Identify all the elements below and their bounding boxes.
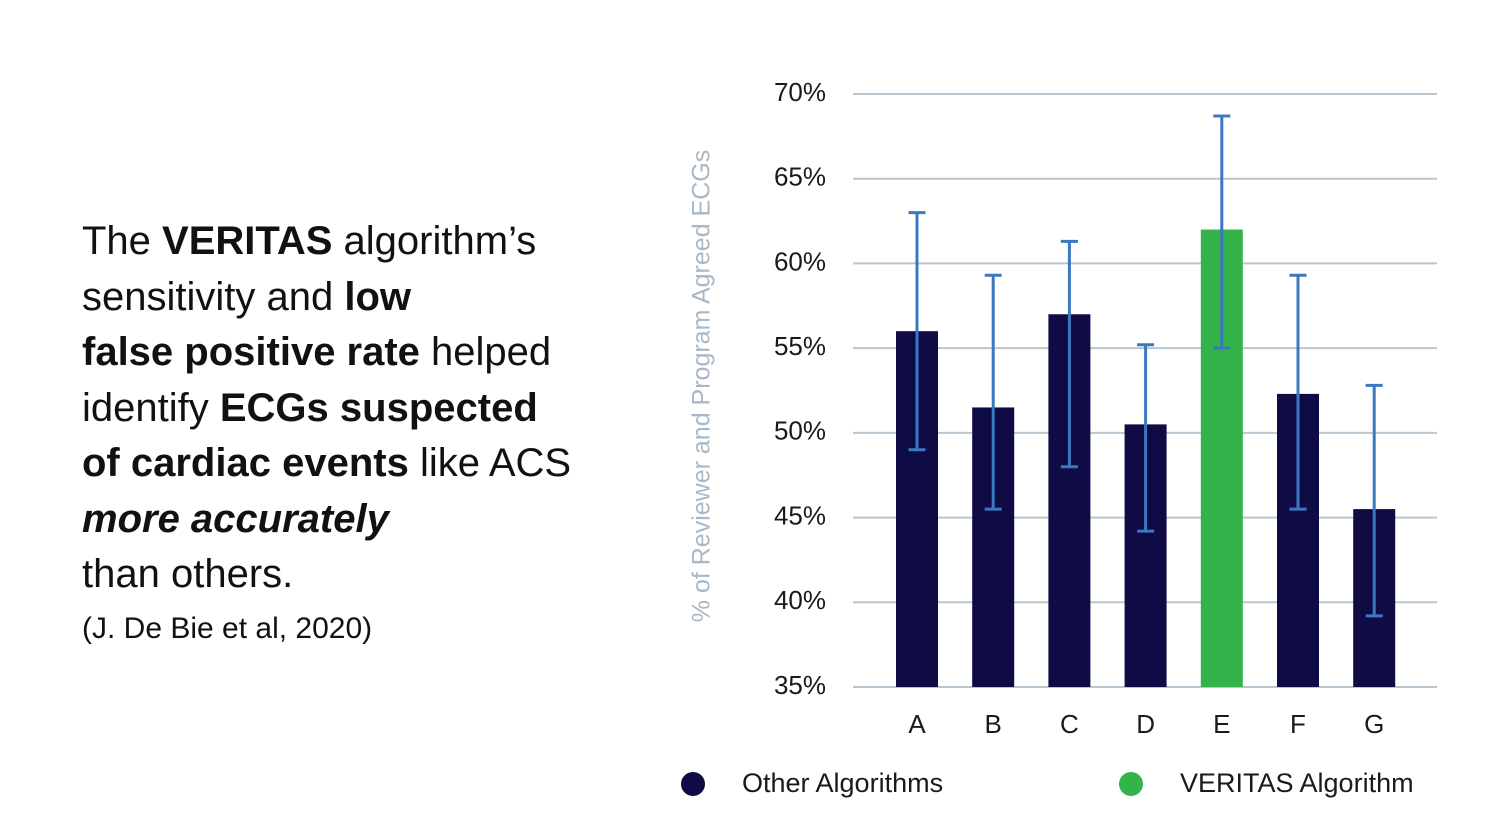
- y-tick-label-70: 70%: [774, 77, 826, 107]
- emphasis-cardiac-events: of cardiac events: [82, 441, 409, 485]
- error-bar-C: [1060, 239, 1078, 469]
- description-line-2: sensitivity and low: [82, 274, 412, 319]
- emphasis-ecgs-suspected: ECGs suspected: [219, 385, 538, 430]
- x-tick-label-C: C: [1060, 709, 1079, 739]
- emphasis-veritas: VERITAS: [162, 219, 333, 263]
- error-bar-F: [1289, 273, 1307, 511]
- legend: Other Algorithms VERITAS Algorithm: [681, 768, 1414, 798]
- error-bar-B: [984, 273, 1002, 511]
- legend-label-other: Other Algorithms: [742, 768, 943, 798]
- description-line-4: identify ECGs suspected: [82, 385, 538, 430]
- legend-label-veritas: VERITAS Algorithm: [1180, 768, 1414, 798]
- citation: (J. De Bie et al, 2020): [82, 612, 373, 645]
- y-tick-label-45: 45%: [774, 500, 826, 530]
- y-tick-label-50: 50%: [774, 416, 826, 446]
- description-line-3: false positive rate helped: [82, 330, 552, 374]
- y-tick-label-65: 65%: [774, 162, 826, 192]
- y-tick-label-60: 60%: [774, 246, 826, 276]
- emphasis-more-accurately: more accurately: [82, 496, 389, 541]
- legend-swatch-other: [681, 772, 705, 796]
- x-tick-label-F: F: [1290, 709, 1306, 739]
- error-bars: [908, 114, 1383, 618]
- description-line-6: more accurately: [82, 492, 622, 548]
- error-bar-G: [1365, 383, 1383, 618]
- x-tick-label-A: A: [908, 709, 926, 739]
- emphasis-false-positive-rate: false positive rate: [82, 330, 420, 374]
- x-tick-label-B: B: [985, 709, 1002, 739]
- y-tick-label-35: 35%: [774, 670, 826, 700]
- y-axis-label: % of Reviewer and Program Agreed ECGs: [688, 150, 716, 622]
- y-tick-label-55: 55%: [774, 331, 826, 361]
- emphasis-low: low: [344, 274, 412, 319]
- y-tick-label-40: 40%: [774, 585, 826, 615]
- description-line-1: The VERITAS algorithm’s: [82, 219, 537, 263]
- x-tick-label-G: G: [1364, 709, 1384, 739]
- x-tick-label-E: E: [1213, 709, 1230, 739]
- error-bar-D: [1137, 343, 1155, 533]
- x-axis-categories: A B C D E F G: [908, 709, 1384, 739]
- error-bar-E: [1213, 114, 1231, 350]
- error-bar-A: [908, 211, 926, 452]
- description-line-7: than others.: [82, 552, 294, 596]
- legend-swatch-veritas: [1119, 772, 1143, 796]
- y-axis-ticks: 35% 40% 45% 50% 55% 60% 65% 70%: [774, 77, 826, 700]
- description-line-5: of cardiac events like ACS: [82, 441, 572, 485]
- description-text: The VERITAS algorithm’s sensitivity and …: [82, 214, 622, 603]
- x-tick-label-D: D: [1136, 709, 1155, 739]
